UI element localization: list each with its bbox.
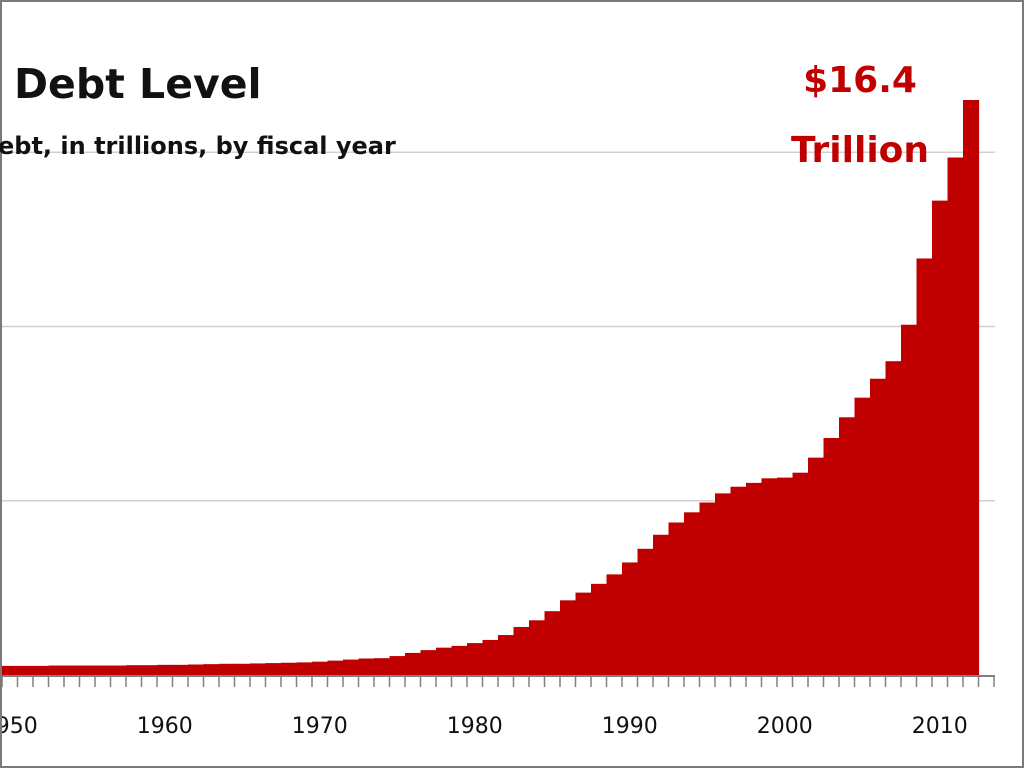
debt-bar-1979 xyxy=(451,645,468,675)
debt-bar-2011 xyxy=(947,157,964,675)
debt-bar-1991 xyxy=(637,548,654,675)
debt-bar-1957 xyxy=(110,665,127,675)
debt-bar-1963 xyxy=(203,664,220,675)
debt-bar-1993 xyxy=(668,522,685,675)
debt-bar-1965 xyxy=(234,663,251,675)
debt-bar-2012 xyxy=(963,100,980,675)
debt-bar-1983 xyxy=(513,626,530,675)
total-debt-annotation-unit: Trillion xyxy=(790,130,930,171)
x-tick-label: 1990 xyxy=(602,714,658,739)
x-axis: 1950 1960 1970 1980 1990 2000 2010 xyxy=(2,675,995,739)
debt-bar-1967 xyxy=(265,663,282,675)
debt-bar-1998 xyxy=(746,482,763,675)
debt-bar-1960 xyxy=(157,664,174,675)
debt-bar-1972 xyxy=(343,659,360,675)
debt-bar-2010 xyxy=(932,200,949,675)
debt-bar-1955 xyxy=(79,665,96,675)
total-debt-annotation: $16.4 xyxy=(803,60,917,101)
debt-bar-1964 xyxy=(219,663,236,675)
debt-bar-1978 xyxy=(436,647,453,675)
debt-bar-1996 xyxy=(715,493,732,675)
debt-bar-1975 xyxy=(389,656,406,675)
debt-bar-1989 xyxy=(606,574,623,675)
debt-bar-1968 xyxy=(281,662,298,675)
debt-bar-1951 xyxy=(17,665,34,675)
debt-bar-1966 xyxy=(250,663,267,675)
debt-bar-1959 xyxy=(141,665,158,675)
debt-bar-2004 xyxy=(839,417,856,675)
debt-bar-1953 xyxy=(48,665,65,675)
debt-bar-1980 xyxy=(467,643,484,675)
x-tick-label: 1980 xyxy=(447,714,503,739)
debt-bar-2008 xyxy=(901,324,918,675)
debt-bar-1994 xyxy=(684,512,701,675)
chart-title: Debt Level xyxy=(14,60,262,108)
debt-bar-1984 xyxy=(529,620,546,675)
debt-bar-1954 xyxy=(64,665,81,675)
debt-bar-2002 xyxy=(808,457,825,675)
debt-bar-1985 xyxy=(544,611,561,675)
debt-bar-1990 xyxy=(622,562,639,675)
x-tick-label: 2010 xyxy=(912,714,968,739)
debt-bar-1974 xyxy=(374,658,391,675)
debt-bar-1950 xyxy=(2,665,19,675)
debt-bar-1992 xyxy=(653,534,670,675)
chart-subtitle: ebt, in trillions, by fiscal year xyxy=(0,132,396,160)
debt-bar-1987 xyxy=(575,592,592,675)
debt-bar-2003 xyxy=(823,437,840,675)
debt-bar-1958 xyxy=(126,665,143,675)
x-tick-label: 1960 xyxy=(137,714,193,739)
debt-bar-1962 xyxy=(188,664,205,675)
debt-bar-1999 xyxy=(761,478,778,675)
debt-bar-1956 xyxy=(95,665,112,675)
debt-bar-1971 xyxy=(327,660,344,675)
debt-bar-1981 xyxy=(482,639,499,675)
debt-bar-1961 xyxy=(172,664,189,675)
debt-bar-1988 xyxy=(591,583,608,675)
debt-bar-1969 xyxy=(296,662,313,675)
debt-bar-1982 xyxy=(498,635,515,675)
x-tick-label: 1970 xyxy=(292,714,348,739)
debt-bar-1976 xyxy=(405,652,422,675)
bar-series xyxy=(2,100,980,675)
debt-bar-2006 xyxy=(870,378,887,675)
debt-bar-1986 xyxy=(560,600,577,675)
debt-bar-1970 xyxy=(312,661,329,675)
x-tick-label: 1950 xyxy=(2,714,38,739)
debt-bar-1952 xyxy=(33,665,50,675)
debt-bar-2005 xyxy=(854,397,871,675)
debt-bar-2007 xyxy=(885,361,902,675)
debt-bar-2009 xyxy=(916,258,933,675)
debt-bar-1977 xyxy=(420,650,437,675)
debt-bar-1995 xyxy=(699,502,716,675)
x-tick-label: 2000 xyxy=(757,714,813,739)
debt-bar-1997 xyxy=(730,486,747,675)
debt-bar-1973 xyxy=(358,658,375,675)
debt-bar-2000 xyxy=(777,477,794,675)
debt-bar-2001 xyxy=(792,472,809,675)
